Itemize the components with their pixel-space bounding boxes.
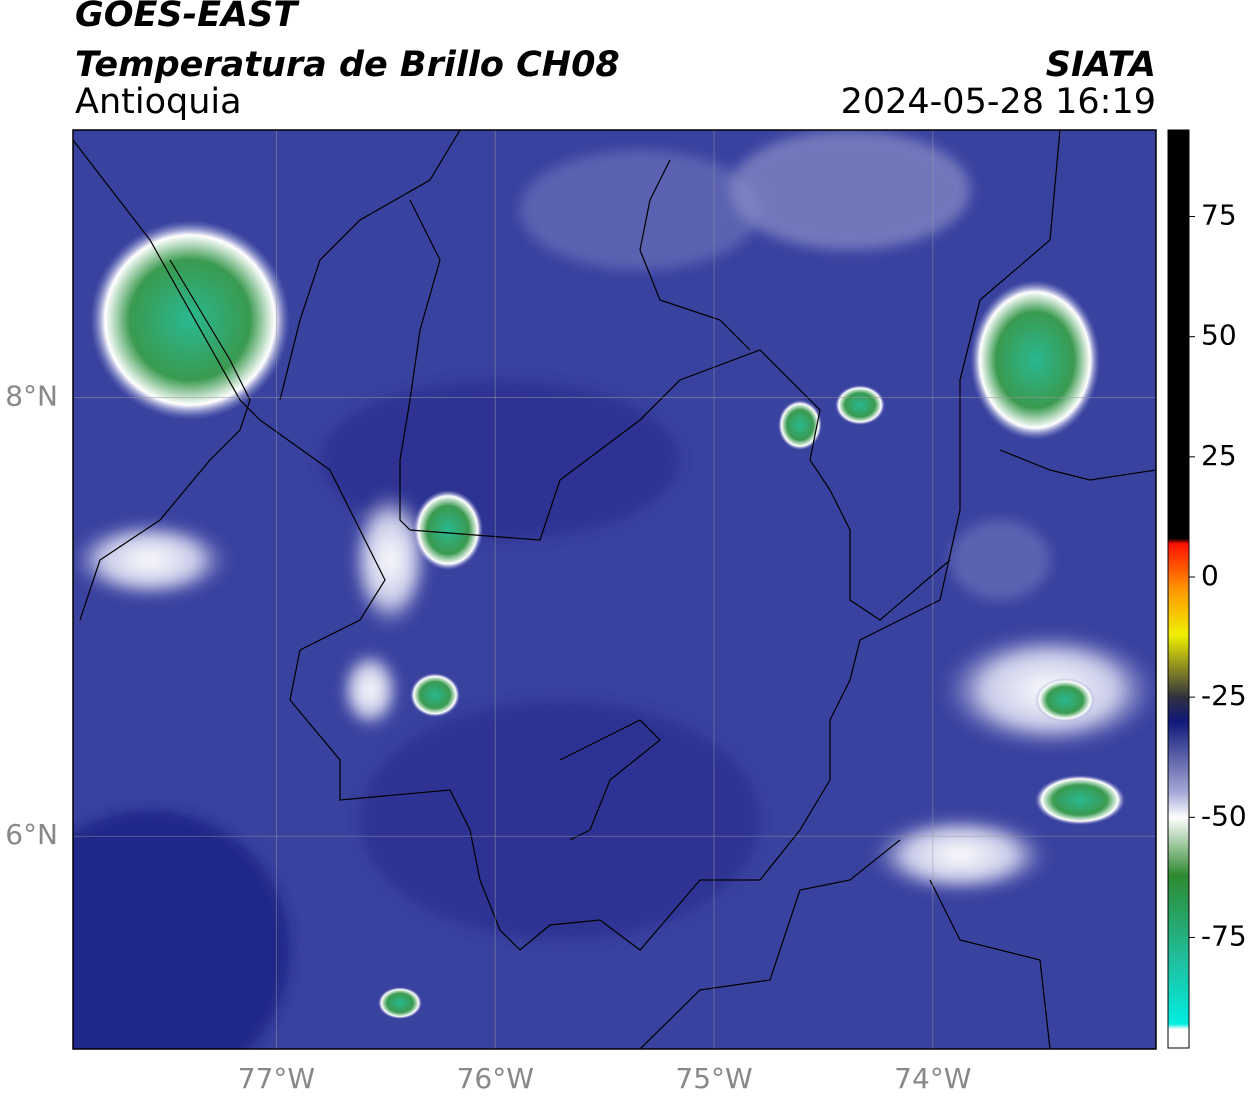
x-tick-label: 76°W <box>457 1062 534 1095</box>
colorbar-tick-label: -25 <box>1201 679 1247 712</box>
colorbar-tick-label: 50 <box>1201 319 1237 352</box>
title: GOES-EAST <box>75 0 300 35</box>
colorbar-segment <box>1168 817 1189 876</box>
source: SIATA <box>1046 45 1156 85</box>
map-imagery <box>73 130 1156 1049</box>
x-tick-label: 77°W <box>238 1062 315 1095</box>
colorbar-segment <box>1168 1028 1189 1049</box>
colorbar-segment <box>1168 697 1189 722</box>
colorbar-segment <box>1168 793 1189 818</box>
colorbar-segment <box>1168 961 1189 1025</box>
colorbar-tick-label: -75 <box>1201 919 1247 952</box>
colorbar-segment <box>1168 1023 1189 1030</box>
colorbar-segment <box>1168 721 1189 794</box>
colorbar-tick-label: 0 <box>1201 559 1219 592</box>
colorbar-segment <box>1168 130 1189 540</box>
region: Antioquia <box>75 82 242 122</box>
colorbar-segment <box>1168 538 1189 544</box>
colorbar-frame <box>1167 129 1190 1049</box>
colorbar-tick-label: 75 <box>1201 199 1237 232</box>
y-tick-label: 6°N <box>5 818 58 851</box>
map-frame <box>72 129 1157 1050</box>
colorbar-segment <box>1168 874 1189 962</box>
y-tick-label: 8°N <box>5 380 58 413</box>
x-tick-label: 75°W <box>675 1062 752 1095</box>
colorbar-segment <box>1168 634 1189 698</box>
subtitle: Temperatura de Brillo CH08 <box>75 45 620 85</box>
colorbar-segment <box>1168 543 1189 588</box>
timestamp: 2024-05-28 16:19 <box>841 82 1156 122</box>
grid <box>73 130 1156 1049</box>
colorbar-tick-label: -50 <box>1201 799 1247 832</box>
x-tick-label: 74°W <box>894 1062 971 1095</box>
colorbar-tick-label: 25 <box>1201 439 1237 472</box>
colorbar-segment <box>1168 586 1189 636</box>
